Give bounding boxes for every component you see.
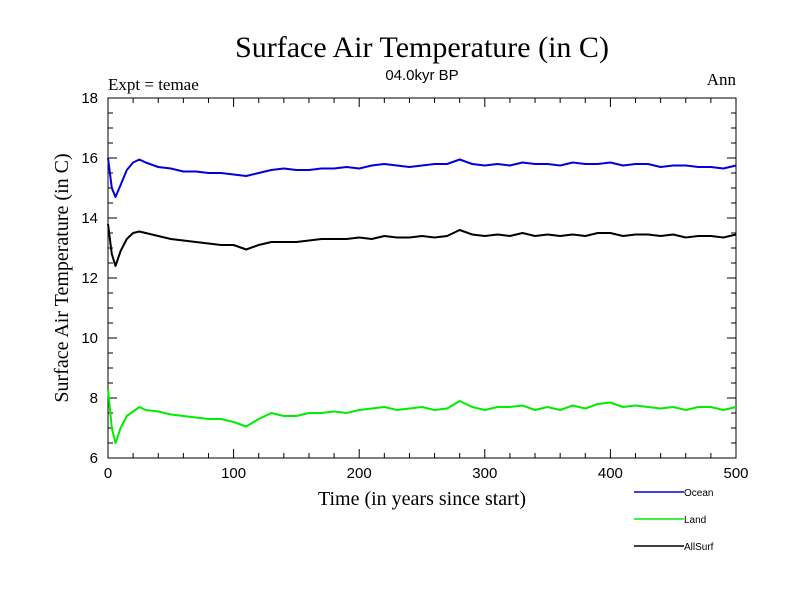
period-label: Ann (707, 70, 737, 89)
plot-frame (107, 97, 737, 459)
x-axis-label: Time (in years since start) (318, 488, 526, 510)
legend-label-land: Land (684, 515, 706, 526)
series-line-land (107, 388, 737, 444)
legend-label-allsurf: AllSurf (684, 542, 714, 553)
y-axis-label: Surface Air Temperature (in C) (51, 153, 73, 402)
x-tick-label: 0 (104, 465, 112, 482)
y-tick-label: 8 (90, 390, 98, 407)
x-tick-label: 400 (598, 465, 623, 482)
x-tick-label: 100 (221, 465, 246, 482)
y-tick-label: 14 (81, 210, 98, 227)
y-tick-label: 6 (90, 450, 98, 467)
chart-subtitle: 04.0kyr BP (385, 67, 458, 84)
y-tick-label: 18 (81, 90, 98, 107)
y-tick-label: 12 (81, 270, 98, 287)
series-lines (107, 157, 737, 444)
y-tick-label: 16 (81, 150, 98, 167)
axis-tick-labels: 0 100 200 300 400 500 6 8 10 12 14 16 18 (81, 90, 748, 482)
x-tick-label: 300 (472, 465, 497, 482)
series-line-ocean (107, 157, 737, 198)
chart-title: Surface Air Temperature (in C) (235, 31, 609, 64)
legend-label-ocean: Ocean (684, 488, 713, 499)
series-line-allsurf (107, 223, 737, 267)
y-tick-label: 10 (81, 330, 98, 347)
legend: Ocean Land AllSurf (634, 488, 714, 553)
x-tick-label: 500 (723, 465, 748, 482)
x-tick-label: 200 (347, 465, 372, 482)
axis-ticks (107, 97, 737, 459)
experiment-label: Expt = temae (108, 75, 199, 94)
